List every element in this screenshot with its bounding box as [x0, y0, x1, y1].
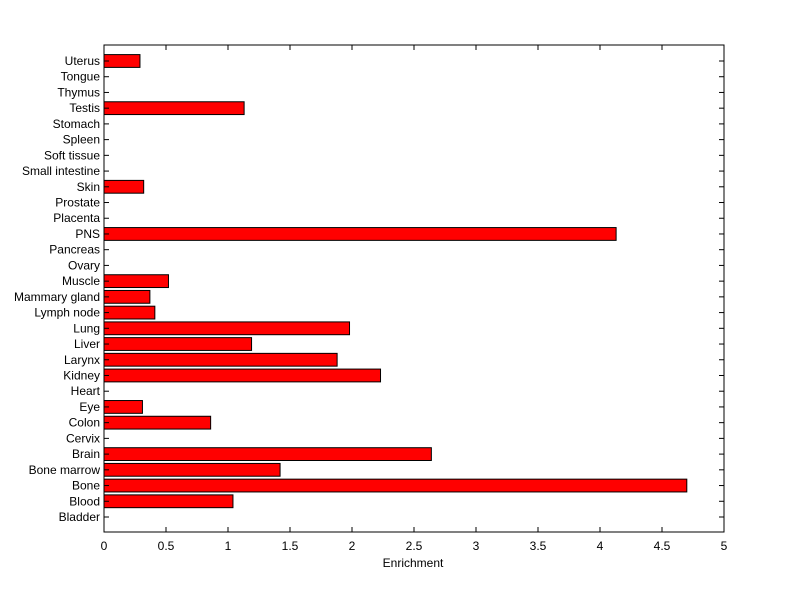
bar-skin	[103, 179, 145, 194]
y-tick-label-lung: Lung	[73, 321, 100, 335]
bar-colon	[103, 415, 212, 430]
bar-mammary-gland	[103, 289, 151, 304]
y-tick-label-heart: Heart	[71, 384, 101, 398]
bar-lung	[103, 321, 351, 336]
y-tick-label-brain: Brain	[72, 447, 100, 461]
y-tick-label-cervix: Cervix	[66, 431, 100, 445]
bar-bone-marrow	[103, 462, 281, 477]
bar-uterus	[103, 54, 141, 68]
y-tick-label-mammary-gland: Mammary gland	[14, 290, 100, 304]
bar-muscle	[103, 274, 169, 289]
y-tick-label-blood: Blood	[69, 494, 100, 508]
x-tick-label-3: 1.5	[282, 539, 299, 553]
y-tick-label-stomach: Stomach	[53, 117, 100, 131]
y-tick-label-prostate: Prostate	[55, 196, 100, 210]
y-tick-label-colon: Colon	[69, 416, 100, 430]
y-tick-label-muscle: Muscle	[62, 274, 100, 288]
x-tick-label-2: 1	[225, 539, 232, 553]
x-tick-label-6: 3	[473, 539, 480, 553]
x-tick-label-5: 2.5	[406, 539, 423, 553]
bar-kidney	[103, 368, 382, 383]
x-tick-label-7: 3.5	[530, 539, 547, 553]
x-tick-label-4: 2	[349, 539, 356, 553]
x-tick-label-0: 0	[101, 539, 108, 553]
bar-blood	[103, 494, 234, 509]
y-tick-label-bone: Bone	[72, 479, 100, 493]
y-tick-label-tongue: Tongue	[61, 70, 101, 84]
y-tick-label-lymph-node: Lymph node	[34, 306, 100, 320]
bar-liver	[103, 337, 253, 351]
bar-lymph-node	[103, 305, 156, 320]
bar-brain	[103, 447, 432, 462]
y-tick-label-kidney: Kidney	[63, 368, 100, 382]
bar-bone	[103, 478, 688, 493]
y-tick-label-pns: PNS	[75, 227, 100, 241]
y-tick-label-bone-marrow: Bone marrow	[29, 463, 101, 477]
y-tick-label-ovary: Ovary	[68, 258, 100, 272]
x-tick-label-1: 0.5	[158, 539, 175, 553]
y-tick-label-uterus: Uterus	[65, 54, 100, 68]
y-tick-label-bladder: Bladder	[59, 510, 100, 524]
bar-pns	[103, 227, 617, 241]
x-tick-label-9: 4.5	[654, 539, 671, 553]
bar-testis	[103, 101, 245, 116]
y-tick-label-skin: Skin	[77, 180, 100, 194]
x-tick-label-8: 4	[597, 539, 604, 553]
y-tick-label-spleen: Spleen	[63, 133, 100, 147]
y-tick-label-liver: Liver	[74, 337, 100, 351]
x-tick-label-10: 5	[721, 539, 728, 553]
y-tick-label-eye: Eye	[79, 400, 100, 414]
y-tick-label-soft-tissue: Soft tissue	[44, 148, 100, 162]
bars-group	[103, 54, 688, 509]
x-axis: 0 0.5 1 1.5 2 2.5 3 3.5 4 4.5 5	[101, 45, 728, 553]
y-tick-label-pancreas: Pancreas	[49, 243, 100, 257]
bar-eye	[103, 400, 143, 414]
x-axis-label: Enrichment	[383, 556, 444, 570]
y-tick-label-small-intestine: Small intestine	[22, 164, 100, 178]
y-tick-label-testis: Testis	[69, 101, 100, 115]
y-tick-label-placenta: Placenta	[53, 211, 100, 225]
y-tick-label-larynx: Larynx	[64, 353, 100, 367]
y-tick-label-thymus: Thymus	[57, 85, 100, 99]
bar-larynx	[103, 352, 338, 367]
